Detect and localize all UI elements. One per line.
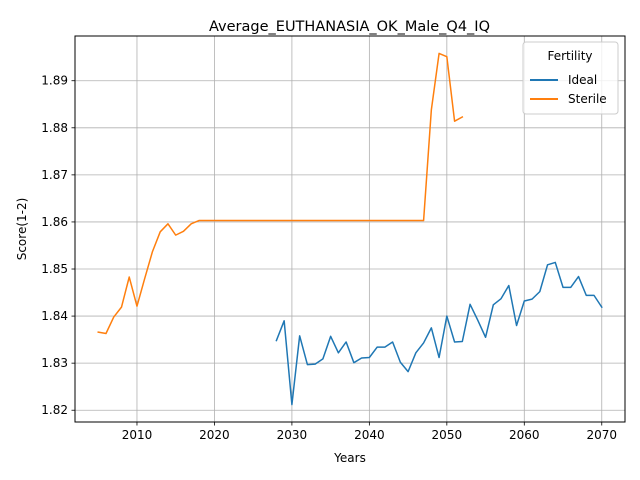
series-line-sterile bbox=[97, 52, 464, 335]
x-tick-label: 2030 bbox=[277, 428, 308, 442]
x-tick-label: 2070 bbox=[586, 428, 617, 442]
legend-label-ideal: Ideal bbox=[568, 73, 597, 87]
y-tick-label: 1.85 bbox=[41, 262, 68, 276]
y-tick-label: 1.83 bbox=[41, 356, 68, 370]
series-layer bbox=[97, 52, 603, 406]
x-tick-label: 2010 bbox=[122, 428, 153, 442]
y-tick-label: 1.88 bbox=[41, 121, 68, 135]
chart-title: Average_EUTHANASIA_OK_Male_Q4_IQ bbox=[209, 19, 490, 35]
grid-lines bbox=[75, 36, 625, 422]
x-axis-ticks: 2010 2020 2030 2040 2050 2060 2070 bbox=[122, 422, 617, 442]
legend-box bbox=[522, 41, 619, 115]
legend: Fertility Ideal Sterile bbox=[522, 41, 619, 115]
legend-title: Fertility bbox=[547, 49, 592, 63]
x-tick-label: 2060 bbox=[509, 428, 540, 442]
y-tick-label: 1.84 bbox=[41, 309, 68, 323]
y-tick-label: 1.87 bbox=[41, 168, 68, 182]
y-tick-label: 1.82 bbox=[41, 403, 68, 417]
y-tick-label: 1.89 bbox=[41, 74, 68, 88]
y-axis-label: Score(1-2) bbox=[15, 198, 29, 261]
series-line-ideal bbox=[275, 261, 603, 406]
x-axis-label: Years bbox=[333, 451, 366, 465]
legend-label-sterile: Sterile bbox=[568, 92, 607, 106]
y-tick-label: 1.86 bbox=[41, 215, 68, 229]
y-axis-ticks: 1.82 1.83 1.84 1.85 1.86 1.87 1.88 1.89 bbox=[41, 74, 75, 417]
x-tick-label: 2020 bbox=[199, 428, 230, 442]
plot-frame bbox=[74, 35, 626, 423]
x-tick-label: 2040 bbox=[354, 428, 385, 442]
x-tick-label: 2050 bbox=[432, 428, 463, 442]
